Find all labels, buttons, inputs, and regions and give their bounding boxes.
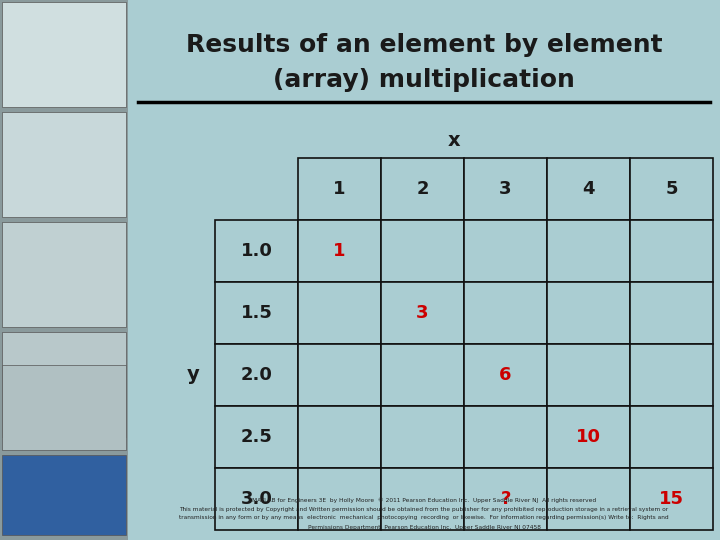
Bar	[215, 282, 298, 344]
Text: transmission in any form or by any means  electronic  mechanical  photocopying  : transmission in any form or by any means…	[179, 516, 669, 521]
Bar	[298, 468, 381, 530]
Bar	[464, 344, 547, 406]
Bar	[215, 220, 298, 282]
Bar	[630, 468, 713, 530]
Bar	[298, 282, 381, 344]
Bar	[2, 332, 126, 437]
Bar	[547, 282, 630, 344]
Bar	[215, 344, 298, 406]
Text: ?: ?	[500, 490, 510, 508]
Bar	[547, 344, 630, 406]
Bar	[2, 2, 126, 107]
Bar	[298, 344, 381, 406]
Text: 2.5: 2.5	[240, 428, 272, 446]
Bar	[215, 468, 298, 530]
Bar	[547, 220, 630, 282]
Bar	[464, 158, 547, 220]
Bar	[547, 468, 630, 530]
Bar	[547, 406, 630, 468]
Bar	[2, 455, 126, 535]
Text: 2: 2	[416, 180, 428, 198]
Bar	[381, 220, 464, 282]
Bar	[464, 468, 547, 530]
Bar	[2, 112, 126, 217]
Text: 3.0: 3.0	[240, 490, 272, 508]
Bar	[381, 344, 464, 406]
Bar	[630, 220, 713, 282]
Text: 5: 5	[665, 180, 678, 198]
Bar	[298, 220, 381, 282]
Bar	[464, 220, 547, 282]
Text: 3: 3	[416, 304, 428, 322]
Text: 1: 1	[333, 180, 346, 198]
Bar	[381, 406, 464, 468]
Text: 2.0: 2.0	[240, 366, 272, 384]
Bar	[464, 282, 547, 344]
Text: MATLAB for Engineers 3E  by Holly Moore  © 2011 Pearson Education Inc.  Upper Sa: MATLAB for Engineers 3E by Holly Moore ©…	[252, 497, 596, 503]
Bar	[630, 282, 713, 344]
Bar	[547, 158, 630, 220]
Bar	[630, 158, 713, 220]
Text: 1.5: 1.5	[240, 304, 272, 322]
Bar	[630, 406, 713, 468]
Text: This material is protected by Copyright and Written permission should be obtaine: This material is protected by Copyright …	[179, 507, 669, 511]
Text: 4: 4	[582, 180, 595, 198]
Bar	[381, 282, 464, 344]
Text: 1.0: 1.0	[240, 242, 272, 260]
Bar	[464, 406, 547, 468]
Bar	[630, 344, 713, 406]
Bar	[128, 0, 720, 540]
Bar	[298, 158, 381, 220]
Bar	[381, 158, 464, 220]
Text: Results of an element by element: Results of an element by element	[186, 33, 662, 57]
Text: Permissions Department  Pearson Education Inc.  Upper Saddle River NJ 07458: Permissions Department Pearson Education…	[307, 524, 541, 530]
Bar	[2, 222, 126, 327]
Text: y: y	[186, 366, 199, 384]
Bar	[381, 468, 464, 530]
Text: 10: 10	[576, 428, 601, 446]
Text: x: x	[448, 131, 460, 150]
Text: 3: 3	[499, 180, 512, 198]
Bar	[0, 0, 128, 540]
Text: 1: 1	[333, 242, 346, 260]
Text: 6: 6	[499, 366, 512, 384]
Text: 15: 15	[659, 490, 684, 508]
Text: (array) multiplication: (array) multiplication	[273, 68, 575, 92]
Bar	[298, 406, 381, 468]
Bar	[2, 365, 126, 450]
Bar	[215, 406, 298, 468]
